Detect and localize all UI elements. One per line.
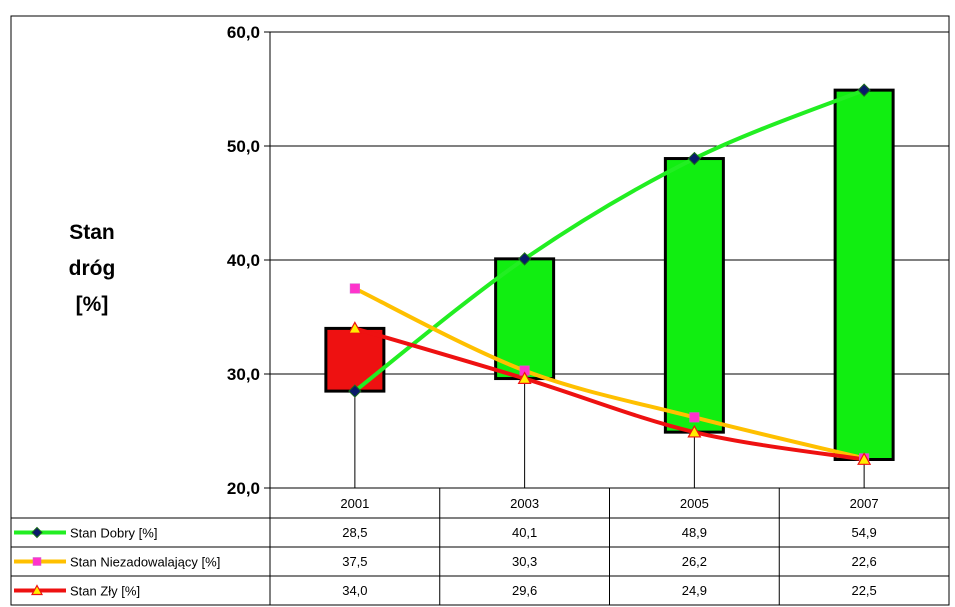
legend-label-zly: Stan Zły [%] bbox=[70, 584, 140, 599]
x-category-label: 2005 bbox=[680, 496, 709, 511]
data-point-marker bbox=[349, 283, 360, 294]
data-point-marker bbox=[857, 83, 871, 97]
legend-keys bbox=[14, 526, 66, 596]
table-cell: 37,5 bbox=[342, 554, 367, 569]
data-point-marker bbox=[687, 151, 702, 166]
table-cell: 24,9 bbox=[682, 583, 707, 598]
series-line-1 bbox=[352, 88, 867, 394]
table-cell: 48,9 bbox=[682, 525, 707, 540]
table-cell: 22,6 bbox=[851, 554, 876, 569]
data-point-marker bbox=[857, 452, 872, 465]
legend-marker-icon bbox=[32, 557, 42, 566]
y-axis-label-line-2: dróg bbox=[69, 257, 116, 280]
y-tick-label: 20,0 bbox=[227, 479, 260, 498]
x-category-label: 2003 bbox=[510, 496, 539, 511]
y-tick-label: 50,0 bbox=[227, 137, 260, 156]
data-point-marker bbox=[348, 384, 362, 398]
legend-marker-icon bbox=[30, 584, 44, 596]
data-table-grid bbox=[11, 487, 950, 606]
data-point-marker bbox=[517, 371, 532, 384]
up-bar bbox=[494, 257, 556, 381]
drop-lines bbox=[354, 378, 865, 488]
table-cell: 29,6 bbox=[512, 583, 537, 598]
y-axis-label-line-1: Stan bbox=[69, 221, 115, 244]
data-point-marker bbox=[347, 321, 362, 334]
series-markers bbox=[347, 83, 872, 465]
y-tick-label: 40,0 bbox=[227, 251, 260, 270]
table-cell: 40,1 bbox=[512, 525, 537, 540]
series-lines bbox=[352, 88, 867, 462]
data-point-marker bbox=[689, 412, 700, 423]
down-bar bbox=[324, 326, 386, 393]
chart-background-layer bbox=[10, 15, 950, 606]
x-category-label: 2001 bbox=[340, 496, 369, 511]
table-cell: 30,3 bbox=[512, 554, 537, 569]
y-axis-label-line-3: [%] bbox=[76, 293, 109, 316]
data-point-marker bbox=[687, 424, 702, 438]
y-tick-label: 60,0 bbox=[227, 23, 260, 42]
chart-frame bbox=[10, 15, 950, 606]
table-cell: 54,9 bbox=[851, 525, 876, 540]
legend-marker-icon bbox=[31, 526, 43, 539]
series-line-3 bbox=[352, 326, 867, 462]
up-bar bbox=[833, 88, 895, 461]
up-bar bbox=[663, 157, 725, 434]
data-point-marker bbox=[517, 252, 532, 266]
x-category-label: 2007 bbox=[850, 496, 879, 511]
table-cell: 26,2 bbox=[682, 554, 707, 569]
series-line-2 bbox=[352, 286, 867, 461]
legend-label-niezadowalajacy: Stan Niezadowalający [%] bbox=[70, 555, 220, 570]
table-cell: 22,5 bbox=[851, 583, 876, 598]
legend-label-dobry: Stan Dobry [%] bbox=[70, 526, 157, 541]
table-cell: 34,0 bbox=[342, 583, 367, 598]
table-cell: 28,5 bbox=[342, 525, 367, 540]
y-tick-label: 30,0 bbox=[227, 365, 260, 384]
